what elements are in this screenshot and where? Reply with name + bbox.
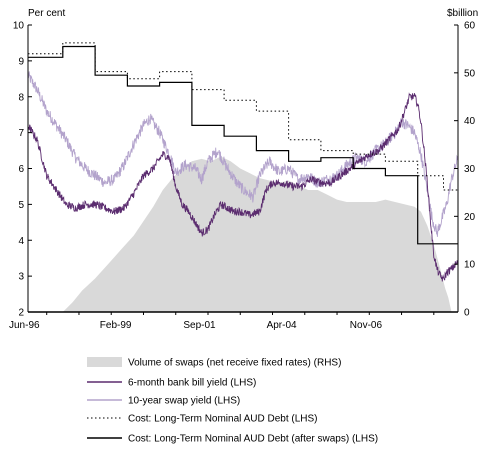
right-tick-label: 0 [464, 308, 470, 319]
legend-label: Cost: Long-Term Nominal AUD Debt (after … [128, 434, 378, 445]
x-tick-label: Feb-99 [100, 320, 132, 331]
x-tick-label: Sep-01 [183, 320, 216, 331]
series-cost-debt-after-swaps-step [28, 45, 458, 245]
left-tick-label: 2 [18, 308, 24, 319]
left-axis-label: Per cent [28, 8, 65, 19]
right-tick-label: 60 [464, 21, 476, 32]
left-tick-label: 6 [18, 164, 24, 175]
x-tick-label: Jun-96 [9, 320, 40, 331]
x-tick-label: Apr-04 [267, 320, 297, 331]
series-10yr-swap-yield-line [27, 71, 459, 237]
legend-label: Volume of swaps (net receive fixed rates… [128, 358, 341, 369]
left-tick-label: 9 [18, 56, 24, 67]
left-tick-label: 7 [18, 128, 24, 139]
left-tick-label: 4 [18, 236, 24, 247]
right-axis-label: $billion [447, 8, 478, 19]
legend-label: 10-year swap yield (LHS) [128, 396, 240, 407]
right-tick-label: 30 [464, 164, 476, 175]
left-tick-label: 5 [18, 200, 24, 211]
series-6m-bank-bill-yield-line [27, 92, 459, 282]
legend-swatch-swaps-volume [87, 357, 122, 367]
right-tick-label: 10 [464, 260, 476, 271]
legend-label: Cost: Long-Term Nominal AUD Debt (LHS) [128, 414, 318, 425]
right-tick-label: 40 [464, 116, 476, 127]
left-tick-label: 10 [13, 21, 25, 32]
x-tick-label: Nov-06 [350, 320, 383, 331]
legend-label: 6-month bank bill yield (LHS) [128, 378, 256, 389]
right-tick-label: 20 [464, 212, 476, 223]
series-swaps-volume-area [62, 156, 452, 312]
plot-area [27, 42, 459, 312]
right-tick-label: 50 [464, 68, 476, 79]
left-tick-label: 3 [18, 272, 24, 283]
axes: 2 3 4 5 6 7 8 9 10 0 10 20 30 40 50 60 Jun-96 Feb-99 Sep-0… [9, 21, 476, 332]
left-tick-label: 8 [18, 92, 24, 103]
legend: Volume of swaps (net receive fixed rates… [87, 357, 378, 445]
series-cost-debt-dotted-step [28, 42, 458, 191]
